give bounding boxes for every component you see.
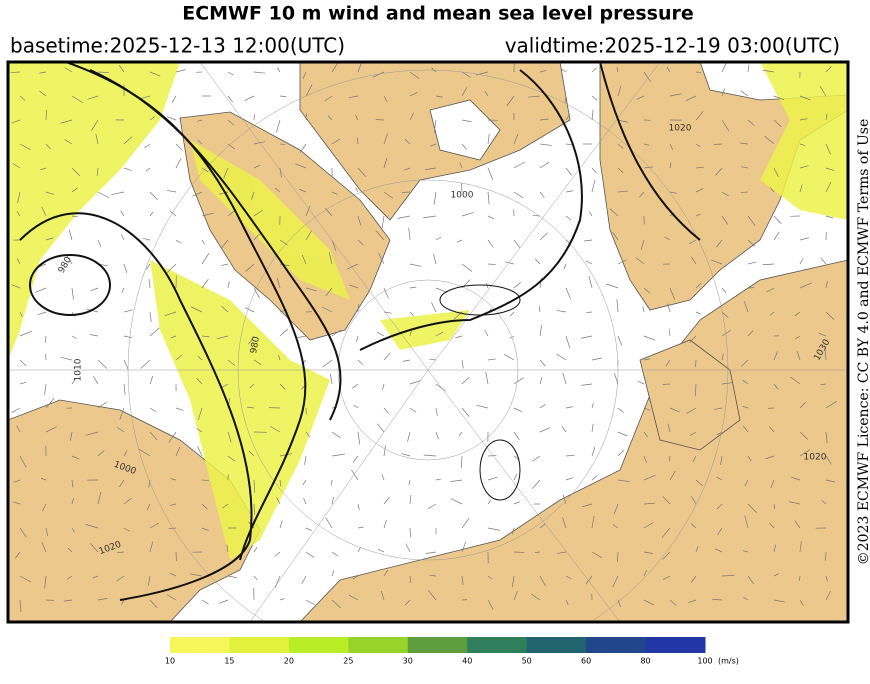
title: ECMWF 10 m wind and mean sea level press… bbox=[182, 3, 694, 25]
colorbar-tick-label: 80 bbox=[640, 657, 650, 666]
colorbar-swatch bbox=[170, 637, 230, 653]
colorbar-tick-label: 100 bbox=[697, 657, 712, 666]
colorbar: (m/s) 10 15 20 25 30 40 50 60 80 100 bbox=[165, 637, 739, 666]
colorbar-tick-label: 20 bbox=[284, 657, 294, 666]
colorbar-tick-label: 30 bbox=[403, 657, 413, 666]
colorbar-swatch bbox=[467, 637, 527, 653]
licence: ©2023 ECMWF Licence: CC BY 4.0 and ECMWF… bbox=[856, 119, 870, 566]
colorbar-swatch bbox=[586, 637, 646, 653]
basetime: basetime:2025-12-13 12:00(UTC) bbox=[10, 34, 345, 58]
colorbar-tick-label: 50 bbox=[522, 657, 532, 666]
colorbar-tick-label: 40 bbox=[462, 657, 472, 666]
colorbar-tick-label: 60 bbox=[581, 657, 591, 666]
contour-label: 1020 bbox=[669, 124, 692, 134]
contour-label: 1010 bbox=[74, 358, 84, 381]
colorbar-swatch bbox=[527, 637, 587, 653]
colorbar-tick-label: 15 bbox=[224, 657, 234, 666]
validtime: validtime:2025-12-19 03:00(UTC) bbox=[505, 34, 840, 58]
colorbar-swatch bbox=[646, 637, 706, 653]
contour-label: 1000 bbox=[451, 191, 474, 201]
colorbar-tick-label: 25 bbox=[343, 657, 353, 666]
colorbar-swatch bbox=[408, 637, 468, 653]
colorbar-swatch bbox=[348, 637, 408, 653]
colorbar-swatch bbox=[289, 637, 349, 653]
colorbar-swatch bbox=[229, 637, 289, 653]
contour-label: 1020 bbox=[804, 453, 827, 463]
colorbar-tick-label: 10 bbox=[165, 657, 175, 666]
colorbar-unit: (m/s) bbox=[718, 657, 739, 666]
